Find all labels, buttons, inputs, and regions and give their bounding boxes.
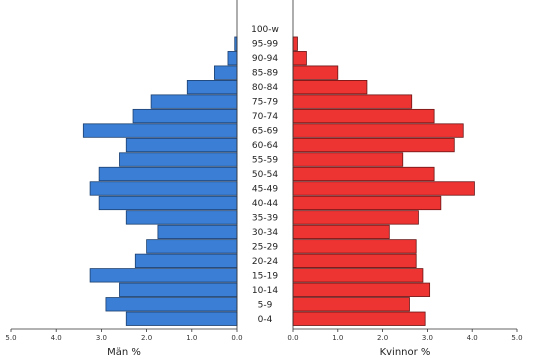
bar-women-65-69 xyxy=(292,123,464,138)
bar-men-50-54 xyxy=(98,166,238,182)
age-label-65-69: 65-69 xyxy=(252,127,278,137)
women-tick-label: 1.0 xyxy=(332,334,343,342)
age-label-15-19: 15-19 xyxy=(252,271,278,281)
bar-men-20-24 xyxy=(134,253,238,268)
men-axis-title: Män % xyxy=(107,347,141,358)
bar-men-60-64 xyxy=(125,137,238,153)
bar-women-70-74 xyxy=(292,108,435,124)
bar-men-40-44 xyxy=(98,195,238,211)
women-tick-label: 0.0 xyxy=(287,334,298,342)
bar-women-85-89 xyxy=(292,65,339,80)
age-label-50-54: 50-54 xyxy=(252,170,278,180)
age-label-45-49: 45-49 xyxy=(252,184,278,194)
bar-men-85-89 xyxy=(213,65,238,80)
bar-men-70-74 xyxy=(132,108,238,124)
age-label-75-79: 75-79 xyxy=(252,98,278,108)
bar-women-50-54 xyxy=(292,166,435,182)
bar-women-90-94 xyxy=(292,51,307,66)
age-label-30-34: 30-34 xyxy=(252,228,278,238)
age-label-20-24: 20-24 xyxy=(252,257,278,267)
age-label-90-94: 90-94 xyxy=(252,54,278,64)
women-tick-label: 2.0 xyxy=(377,334,388,342)
bar-men-45-49 xyxy=(89,181,238,196)
bar-men-0-4 xyxy=(125,311,238,326)
bar-men-10-14 xyxy=(119,282,238,297)
bar-men-35-39 xyxy=(125,210,238,225)
bar-women-75-79 xyxy=(292,94,413,109)
bar-women-5-9 xyxy=(292,297,410,312)
bar-women-0-4 xyxy=(292,311,426,326)
age-label-25-29: 25-29 xyxy=(252,242,278,252)
bar-men-65-69 xyxy=(82,123,238,138)
age-label-60-64: 60-64 xyxy=(252,141,278,151)
bar-women-20-24 xyxy=(292,253,417,268)
bar-women-10-14 xyxy=(292,282,431,297)
men-tick-label: 0.0 xyxy=(231,334,242,342)
bar-women-35-39 xyxy=(292,210,419,225)
age-label-100-w: 100-w xyxy=(251,25,279,35)
age-label-55-59: 55-59 xyxy=(252,156,278,166)
age-label-0-4: 0-4 xyxy=(258,315,273,325)
men-tick-label: 3.0 xyxy=(96,334,107,342)
bar-women-45-49 xyxy=(292,181,475,196)
age-group-labels: 0-4 5-9 10-14 15-19 20-24 25-29 30-34 35-39 40-4… xyxy=(251,25,279,325)
men-tick-label: 1.0 xyxy=(186,334,197,342)
age-label-10-14: 10-14 xyxy=(252,286,278,296)
x-axes: 5.0 4.0 3.0 2.0 1.0 0.0 0.0 1.0 2.0 3.0 4.0 5.0 xyxy=(5,0,523,342)
women-tick-label: 4.0 xyxy=(467,334,478,342)
age-label-5-9: 5-9 xyxy=(258,300,273,310)
women-axis-title: Kvinnor % xyxy=(380,347,431,358)
age-label-80-84: 80-84 xyxy=(252,83,278,93)
bar-women-30-34 xyxy=(292,224,390,240)
bar-men-30-34 xyxy=(157,224,238,240)
bar-women-15-19 xyxy=(292,268,424,283)
men-tick-label: 4.0 xyxy=(51,334,62,342)
age-label-40-44: 40-44 xyxy=(252,199,278,209)
bar-men-5-9 xyxy=(105,297,238,312)
age-label-95-99: 95-99 xyxy=(252,40,278,50)
bar-women-60-64 xyxy=(292,137,455,153)
bar-women-25-29 xyxy=(292,239,417,254)
age-label-35-39: 35-39 xyxy=(252,213,278,223)
age-label-70-74: 70-74 xyxy=(252,112,278,122)
bar-men-90-94 xyxy=(227,51,238,66)
bar-men-25-29 xyxy=(146,239,238,254)
bar-men-75-79 xyxy=(150,94,238,109)
men-bars xyxy=(82,36,238,326)
bar-women-40-44 xyxy=(292,195,442,211)
bar-men-55-59 xyxy=(119,152,238,167)
bar-men-80-84 xyxy=(186,80,238,95)
men-tick-label: 5.0 xyxy=(5,334,16,342)
women-tick-label: 5.0 xyxy=(511,334,522,342)
age-label-85-89: 85-89 xyxy=(252,69,278,79)
men-tick-label: 2.0 xyxy=(141,334,152,342)
women-tick-label: 3.0 xyxy=(422,334,433,342)
bar-women-80-84 xyxy=(292,80,368,95)
bar-women-95-99 xyxy=(292,36,298,51)
women-bars xyxy=(292,36,475,326)
bar-men-15-19 xyxy=(89,268,238,283)
bar-women-55-59 xyxy=(292,152,404,167)
